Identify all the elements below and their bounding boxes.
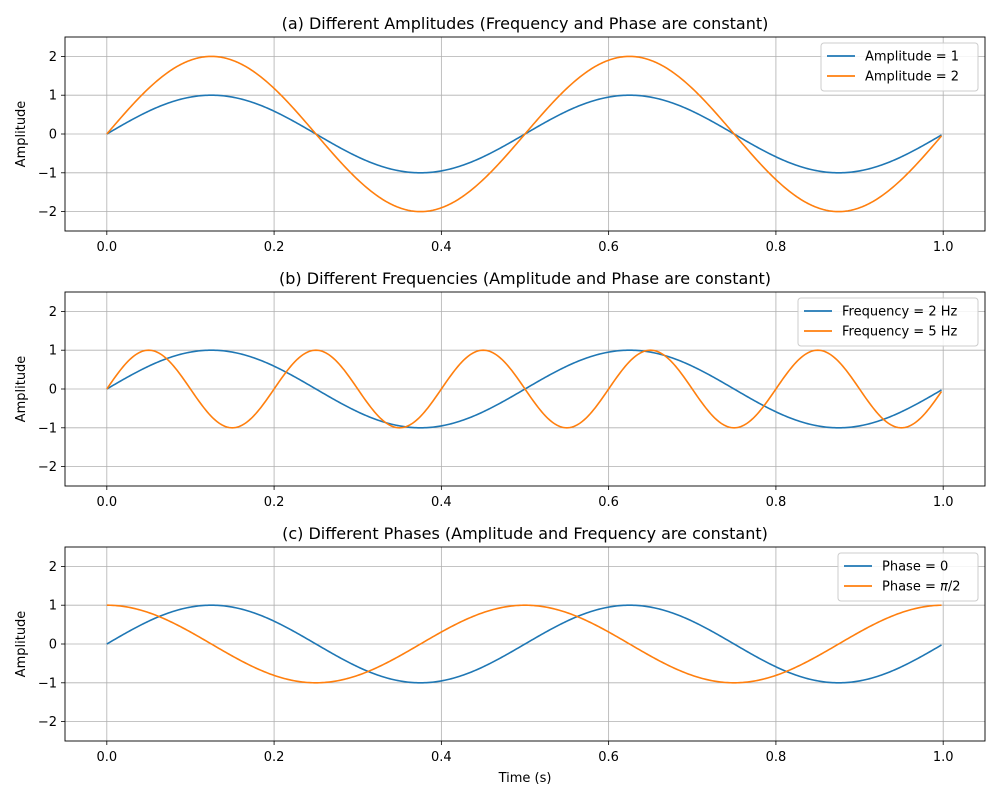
y-tick-label: 2: [49, 50, 57, 65]
x-tick-label: 0.4: [431, 495, 452, 510]
series-line-2: [106, 349, 943, 429]
legend-label: Amplitude = 1: [865, 50, 959, 65]
subplot-b: 0.0 0.2 0.4 0.6 0.8 1.0 2 1 0 −1 −2 (b) Different F…: [14, 269, 986, 510]
x-tick-label: 0.2: [264, 750, 285, 765]
x-tick-label: 0.8: [766, 495, 787, 510]
x-tick-label: 0.0: [96, 240, 117, 255]
x-tick-label: 1.0: [933, 240, 954, 255]
legend-label: Frequency = 5 Hz: [842, 325, 957, 340]
legend-label: Phase = 0: [882, 560, 948, 575]
series-line-2: [106, 55, 943, 213]
y-axis-label: Amplitude: [14, 611, 29, 678]
x-axis-label: Time (s): [498, 771, 552, 786]
y-tick-label: 2: [49, 560, 57, 575]
chart-title: (c) Different Phases (Amplitude and Freq…: [282, 524, 768, 543]
y-tick-label: 1: [49, 599, 57, 614]
y-tick-label: 0: [49, 638, 57, 653]
y-tick-label: −2: [38, 460, 57, 475]
x-tick-label: 0.8: [766, 240, 787, 255]
legend-label: Frequency = 2 Hz: [842, 305, 957, 320]
x-tick-label: 1.0: [933, 750, 954, 765]
series-line-2: [106, 604, 942, 684]
y-tick-label: 1: [49, 89, 57, 104]
y-tick-label: −1: [38, 166, 57, 181]
y-tick-label: 0: [49, 128, 57, 143]
legend-box: [797, 297, 979, 347]
series-line-1: [106, 349, 942, 429]
y-axis-label: Amplitude: [14, 356, 29, 423]
y-tick-label: −1: [38, 676, 57, 691]
chart-title: (a) Different Amplitudes (Frequency and …: [282, 14, 769, 33]
series-line-1: [106, 604, 942, 684]
legend: Phase = 0 Phase = π/2: [837, 552, 979, 602]
y-tick-label: 2: [49, 305, 57, 320]
x-tick-label: 0.6: [598, 495, 619, 510]
x-tick-label: 0.6: [598, 750, 619, 765]
y-tick-label: −1: [38, 421, 57, 436]
y-tick-label: 0: [49, 383, 57, 398]
x-tick-label: 0.6: [598, 240, 619, 255]
legend: Amplitude = 1 Amplitude = 2: [820, 42, 979, 92]
x-tick-label: 1.0: [933, 495, 954, 510]
legend-box: [820, 42, 979, 92]
chart-title: (b) Different Frequencies (Amplitude and…: [279, 269, 771, 288]
x-tick-label: 0.4: [431, 750, 452, 765]
subplot-c: 0.0 0.2 0.4 0.6 0.8 1.0 2 1 0 −1 −2 (c) Different P…: [14, 524, 986, 786]
x-tick-label: 0.2: [264, 240, 285, 255]
x-tick-label: 0.8: [766, 750, 787, 765]
x-tick-label: 0.4: [431, 240, 452, 255]
x-tick-label: 0.0: [96, 495, 117, 510]
legend-label: Amplitude = 2: [865, 70, 959, 85]
subplot-a: 0.0 0.2 0.4 0.6 0.8 1.0 2 1 0 −1 −2 (a) Different A…: [14, 14, 986, 255]
x-tick-label: 0.0: [96, 750, 117, 765]
y-tick-label: −2: [38, 715, 57, 730]
y-tick-label: −2: [38, 205, 57, 220]
x-tick-label: 0.2: [264, 495, 285, 510]
legend-box: [837, 552, 979, 602]
y-tick-label: 1: [49, 344, 57, 359]
legend: Frequency = 2 Hz Frequency = 5 Hz: [797, 297, 979, 347]
y-axis-label: Amplitude: [14, 101, 29, 168]
legend-label: Phase = π/2: [882, 580, 960, 595]
